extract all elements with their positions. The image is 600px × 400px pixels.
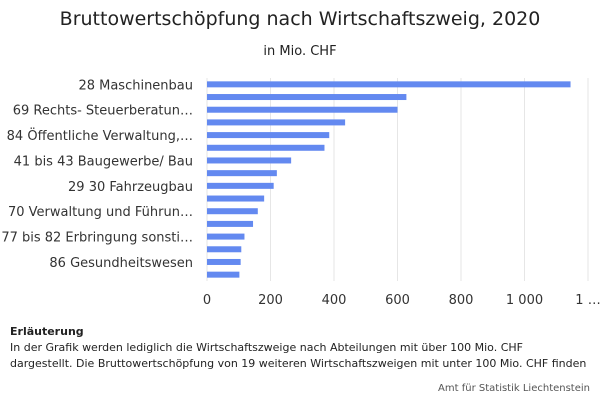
category-label: 69 Rechts- Steuerberatun… [13, 104, 193, 119]
bar[interactable] [207, 144, 325, 151]
category-label: 41 bis 43 Baugewerbe/ Bau [14, 154, 193, 169]
x-tick-label: 0 [203, 293, 211, 308]
bar[interactable] [207, 258, 241, 265]
category-label: 28 Maschinenbau [78, 78, 193, 93]
x-tick-label: 800 [449, 293, 474, 308]
x-tick-label: 200 [258, 293, 283, 308]
bar[interactable] [207, 81, 571, 88]
category-label: 84 Öffentliche Verwaltung,… [7, 127, 193, 144]
bar[interactable] [207, 233, 245, 240]
category-label: 70 Verwaltung und Führun… [8, 205, 193, 220]
chart-title: Bruttowertschöpfung nach Wirtschaftszwei… [59, 8, 541, 30]
bar[interactable] [207, 94, 407, 101]
bar[interactable] [207, 119, 346, 126]
note-heading: Erläuterung [10, 325, 84, 338]
bar[interactable] [207, 246, 242, 253]
x-tick-label: 1 … [575, 293, 600, 308]
bar[interactable] [207, 271, 240, 278]
category-label: 77 bis 82 Erbringung sonsti… [1, 231, 193, 246]
bar[interactable] [207, 132, 330, 139]
bar[interactable] [207, 170, 277, 177]
bar[interactable] [207, 208, 258, 215]
bar[interactable] [207, 182, 274, 189]
bar[interactable] [207, 106, 398, 113]
bars [207, 81, 571, 278]
bar[interactable] [207, 220, 254, 227]
x-tick-label: 400 [322, 293, 347, 308]
source-credit: Amt für Statistik Liechtenstein [438, 383, 590, 394]
category-label: 86 Gesundheitswesen [49, 256, 193, 271]
x-tick-label: 1 000 [506, 293, 543, 308]
note-line-1: In der Grafik werden lediglich die Wirts… [10, 341, 523, 354]
x-tick-label: 600 [385, 293, 410, 308]
bar[interactable] [207, 195, 265, 202]
bar[interactable] [207, 157, 292, 164]
chart-subtitle: in Mio. CHF [263, 44, 337, 59]
note-line-2: dargestellt. Die Bruttowertschöpfung von… [10, 357, 587, 370]
category-labels: 28 Maschinenbau 69 Rechts- Steuerberatun…… [1, 78, 193, 271]
note-text: In der Grafik werden lediglich die Wirts… [10, 340, 600, 372]
category-label: 29 30 Fahrzeugbau [68, 180, 193, 195]
x-tick-labels: 0 200 400 600 800 1 000 1 … [203, 293, 600, 308]
